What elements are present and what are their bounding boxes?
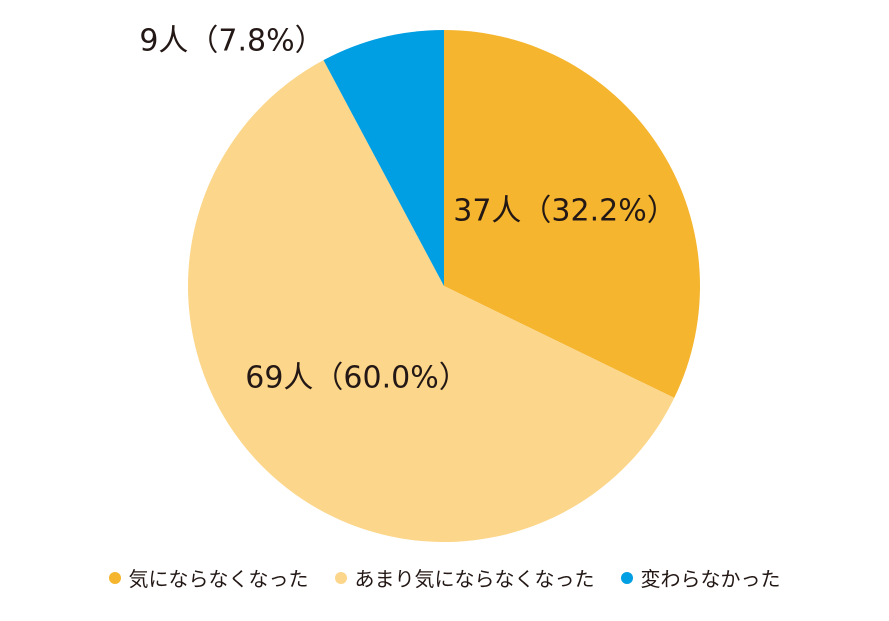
slice-amari-ki-ni-naranaku-natta [187,60,675,542]
legend-dot-icon [620,571,633,584]
legend: 気にならなくなった あまり気にならなくなった 変わらなかった [0,563,889,592]
legend-label: 気にならなくなった [128,567,309,591]
legend-label: あまり気にならなくなった [354,567,595,591]
data-label: 9人（7.8%） [139,24,324,59]
slice-ki-ni-naranaku-natta [444,30,700,398]
data-label: 69人（60.0%） [245,361,468,396]
slice-kawaranakatta [323,30,444,286]
legend-dot-icon [334,571,347,584]
data-label: 37人（32.2%） [453,194,676,229]
legend-item-amari-ki-ni-naranaku-natta: あまり気にならなくなった [334,563,595,592]
legend-dot-icon [108,571,121,584]
legend-label: 変わらなかった [640,567,781,591]
legend-item-kawaranakatta: 変わらなかった [620,563,781,592]
legend-item-ki-ni-naranaku-natta: 気にならなくなった [108,563,309,592]
